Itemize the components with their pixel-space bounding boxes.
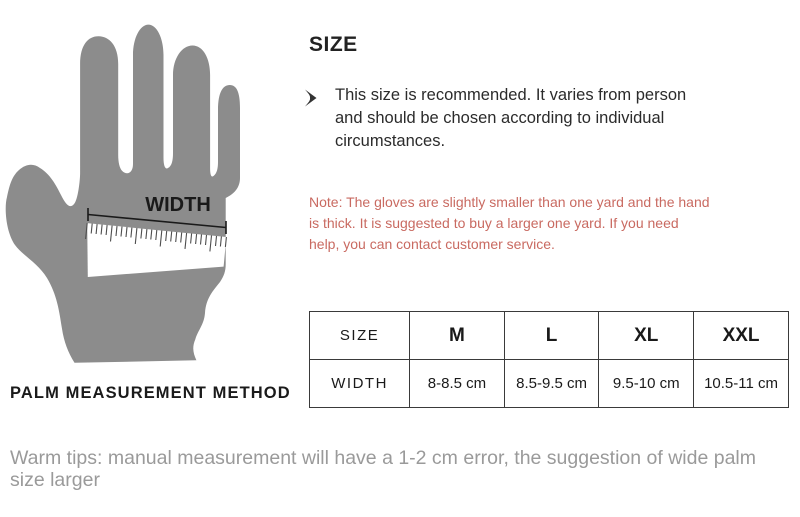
svg-text:WIDTH: WIDTH [145, 194, 211, 216]
